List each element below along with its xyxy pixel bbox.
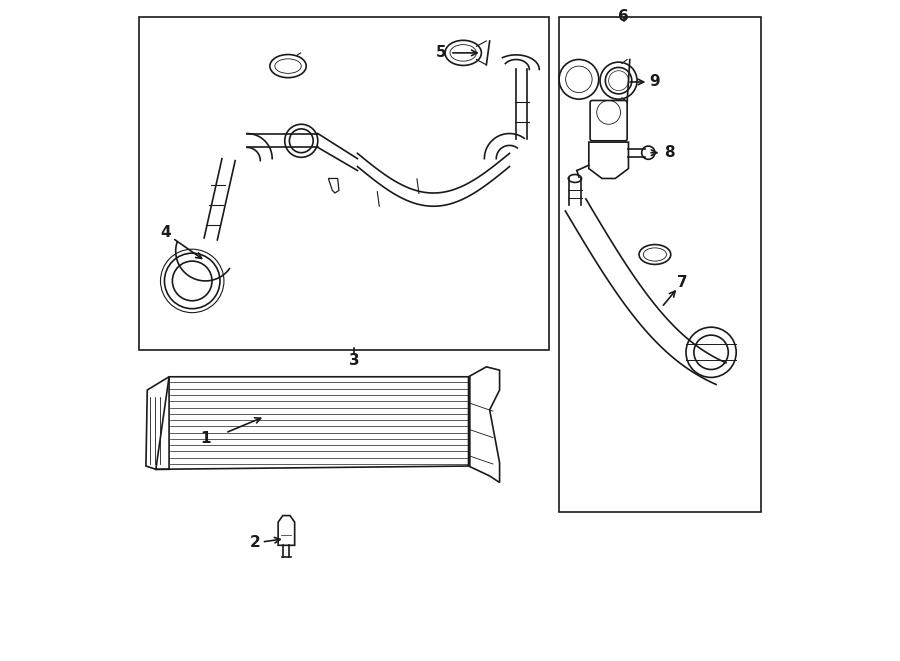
Text: 9: 9 xyxy=(650,75,661,89)
Text: 6: 6 xyxy=(618,9,629,24)
Bar xyxy=(140,17,549,350)
Text: 4: 4 xyxy=(160,225,171,240)
Bar xyxy=(559,17,760,512)
Text: 5: 5 xyxy=(436,46,446,60)
Text: 8: 8 xyxy=(664,145,675,160)
Text: 2: 2 xyxy=(249,535,260,549)
Text: 3: 3 xyxy=(349,353,359,368)
Text: 7: 7 xyxy=(678,276,688,290)
Text: 1: 1 xyxy=(200,431,211,446)
